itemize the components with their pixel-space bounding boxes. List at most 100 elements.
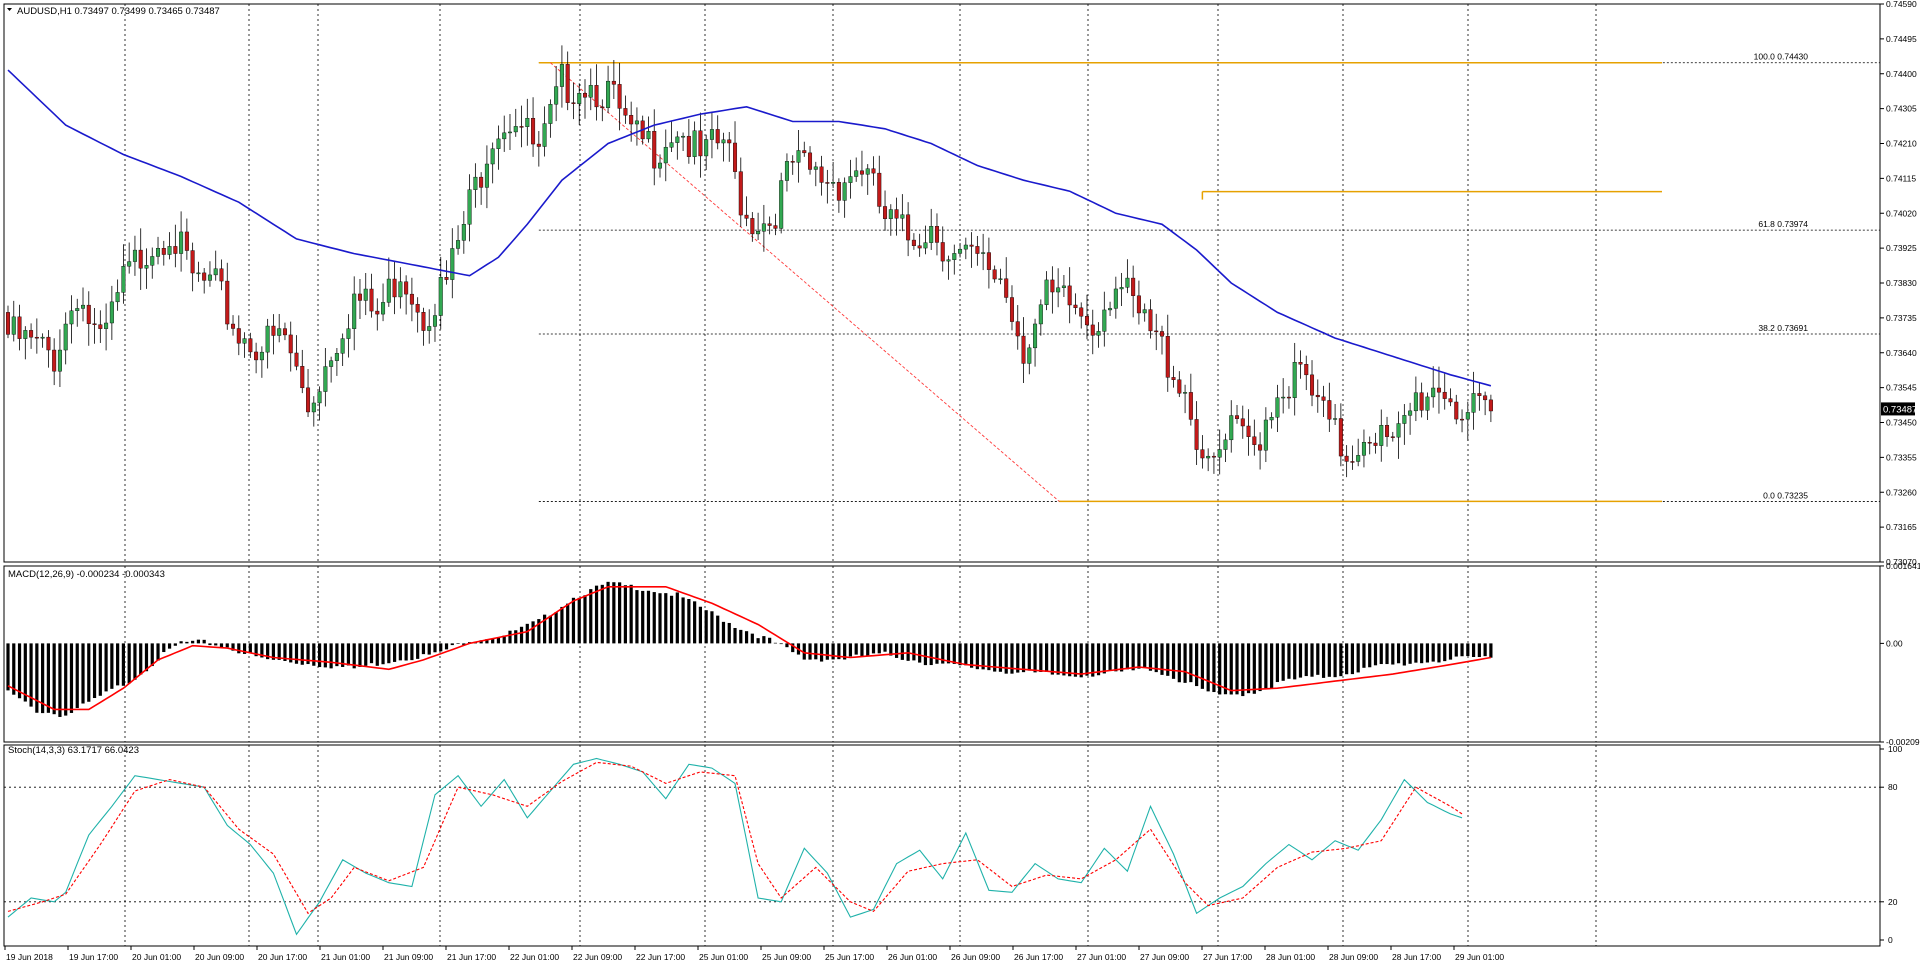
candle-body — [1483, 395, 1488, 401]
macd-bar — [704, 610, 708, 644]
macd-bar — [808, 643, 812, 660]
time-tick-label: 21 Jun 09:00 — [384, 952, 433, 962]
candle-body — [17, 316, 22, 339]
symbol-label: AUDUSD,H1 0.73497 0.73499 0.73465 0.7348… — [17, 6, 220, 17]
candle-body — [409, 293, 414, 305]
candle-body — [686, 135, 691, 157]
macd-bar — [514, 630, 518, 644]
candle-body — [1108, 308, 1113, 311]
candle-body — [681, 135, 686, 138]
macd-bar — [1293, 643, 1297, 680]
macd-bar — [652, 592, 656, 644]
price-axis: 0.74590 0.74495 0.74400 0.74305 0.74210 0.741… — [1880, 0, 1917, 567]
fibonacci-retracement[interactable]: 100.0 0.74430 61.8 0.73974 38.2 0.73691 0.0… — [538, 52, 1880, 503]
macd-bar — [1356, 643, 1360, 673]
macd-bar — [294, 643, 299, 664]
macd-bar — [1091, 643, 1095, 677]
macd-bar — [1275, 643, 1279, 683]
macd-bar — [1131, 643, 1135, 671]
macd-tick-label: 0.001641 — [1886, 561, 1920, 571]
macd-bar — [894, 643, 899, 658]
candle-body — [1385, 424, 1390, 437]
candle-body — [242, 338, 247, 344]
macd-bar — [1241, 643, 1245, 697]
macd-axis: 0.001641 0.00 -0.00209 — [1880, 561, 1920, 747]
macd-bar — [162, 643, 166, 653]
candle-body — [1344, 455, 1349, 462]
macd-bar — [1287, 643, 1291, 679]
candle-body — [1269, 417, 1274, 421]
macd-bar — [1195, 643, 1199, 687]
macd-bar — [1425, 643, 1430, 663]
macd-bar — [462, 643, 466, 646]
candle-body — [202, 272, 207, 281]
macd-bar — [969, 643, 974, 668]
macd-bar — [289, 643, 293, 663]
candle-body — [669, 142, 674, 148]
macd-bar — [1460, 643, 1464, 657]
macd-bar — [727, 622, 731, 644]
macd-bar — [150, 643, 154, 667]
candle-body — [1454, 401, 1459, 420]
candle-body — [1240, 418, 1245, 427]
macd-bar — [566, 603, 570, 644]
macd-bar — [912, 643, 916, 661]
candle-body — [306, 387, 311, 413]
macd-bar — [987, 643, 991, 671]
price-tick-label: 0.74400 — [1886, 69, 1917, 79]
macd-bar — [600, 584, 604, 644]
macd-bar — [750, 633, 754, 644]
candle-body — [1061, 285, 1066, 288]
macd-bar — [883, 643, 887, 652]
macd-bar — [1212, 643, 1216, 693]
macd-bar — [387, 643, 391, 664]
candle-body — [565, 64, 570, 103]
macd-bar — [762, 636, 766, 644]
candle-body — [57, 349, 62, 372]
macd-bar — [52, 643, 56, 715]
macd-bar — [1166, 643, 1170, 676]
candle-body — [317, 391, 322, 404]
macd-bar — [993, 643, 997, 672]
candle-body — [404, 281, 409, 295]
candle-body — [750, 218, 755, 235]
candle-body — [646, 131, 651, 140]
macd-bar — [1183, 643, 1187, 683]
candle-body — [894, 209, 899, 219]
candle-body — [819, 166, 824, 183]
triangle-down-icon[interactable] — [7, 8, 12, 11]
fib-level-label: 100.0 0.74430 — [1754, 52, 1809, 62]
candle-body — [1373, 442, 1378, 446]
macd-bar — [1379, 643, 1383, 665]
candle-body — [1460, 418, 1465, 421]
candle-body — [121, 266, 126, 293]
candle-body — [369, 288, 374, 312]
candle-body — [173, 246, 178, 254]
candle-body — [900, 214, 905, 219]
macd-bar — [144, 643, 149, 672]
macd-bar — [843, 643, 847, 660]
candle-body — [150, 256, 155, 266]
macd-bar — [381, 643, 385, 665]
macd-bar — [1045, 643, 1049, 672]
macd-bar — [1218, 643, 1222, 695]
macd-bar — [733, 627, 737, 644]
candle-body — [663, 146, 668, 164]
macd-bar — [450, 643, 454, 646]
macd-bar — [779, 643, 783, 645]
macd-bar — [669, 595, 674, 644]
macd-bar — [1304, 643, 1308, 677]
candle-body — [721, 139, 726, 144]
candle-body — [784, 161, 789, 181]
stoch-signal-line — [7, 761, 1463, 915]
macd-bar — [1004, 643, 1008, 674]
macd-bar — [323, 643, 327, 668]
candle-body — [75, 308, 80, 312]
price-tick-label: 0.73545 — [1886, 383, 1917, 393]
candle-body — [808, 152, 813, 170]
candle-body — [813, 166, 818, 170]
candle-body — [836, 182, 841, 201]
macd-bar — [1443, 643, 1447, 662]
candle-body — [958, 248, 963, 254]
time-tick-label: 22 Jun 01:00 — [510, 952, 559, 962]
